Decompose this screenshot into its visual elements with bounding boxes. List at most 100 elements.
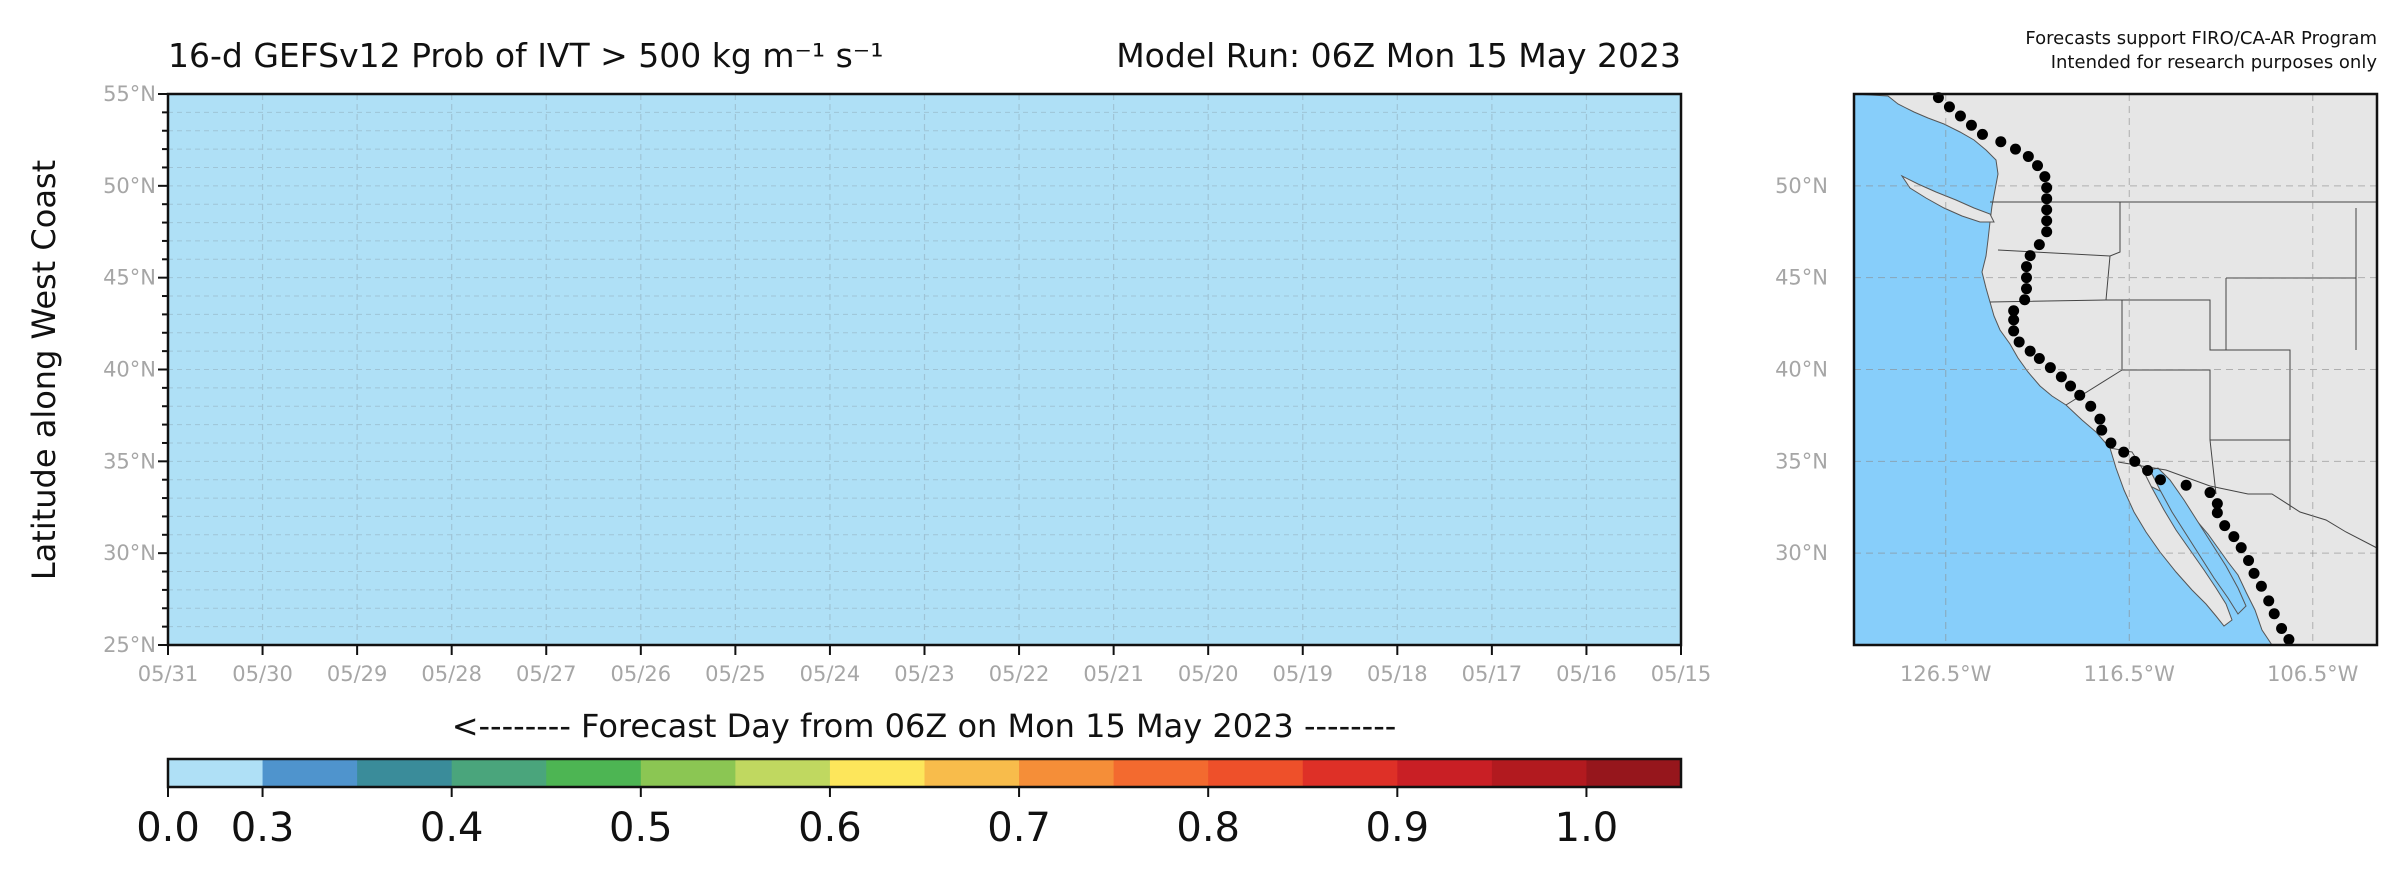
colorbar-band [1397,759,1493,787]
colorbar-band [262,759,358,787]
land-north-america [1854,94,2377,645]
x-tick-label: 05/27 [516,662,577,686]
coast-point [2041,204,2053,216]
coast-point [2094,413,2106,425]
map-y-tick-label: 35°N [1775,449,1828,473]
colorbar-tick-label: 0.9 [1366,805,1430,851]
coast-point [2039,171,2051,183]
x-axis-label: <-------- Forecast Day from 06Z on Mon 1… [452,707,1397,745]
x-tick-label: 05/25 [705,662,766,686]
colorbar-band [829,759,925,787]
y-tick-label: 25°N [103,633,156,657]
coast-point [1943,101,1955,113]
map-y-tick-label: 40°N [1775,358,1828,382]
coast-point [2248,567,2260,579]
x-tick-label: 05/31 [138,662,199,686]
coast-point [2024,250,2036,262]
colorbar-band [1208,759,1304,787]
x-tick-label: 05/22 [989,662,1050,686]
coast-point [2008,314,2020,326]
coast-point [2041,182,2053,194]
x-tick-label: 05/18 [1367,662,1428,686]
vancouver-island [1900,174,1995,223]
x-tick-label: 05/24 [800,662,861,686]
colorbar-band [451,759,547,787]
colorbar-tick-label: 0.4 [420,805,484,851]
y-tick-label: 35°N [103,449,156,473]
coast-point [1976,128,1988,140]
colorbar-tick-label: 0.8 [1176,805,1240,851]
x-tick-label: 05/17 [1462,662,1523,686]
coast-point [2065,380,2077,392]
colorbar-tick-label: 1.0 [1555,805,1619,851]
colorbar-ticks: 0.0 0.3 0.4 0.5 0.6 0.7 0.8 0.9 1.0 [136,787,1618,851]
heatmap-y-axis: 55°N 50°N 45°N 40°N 35°N 30°N 25°N [103,82,168,657]
colorbar-band [546,759,642,787]
y-tick-label: 30°N [103,541,156,565]
research-note: Intended for research purposes only [2051,52,2378,73]
y-tick-label: 50°N [103,174,156,198]
heatmap-grid [168,94,1681,645]
coast-point [2009,143,2021,155]
coast-point [2019,294,2031,306]
y-axis-label: Latitude along West Coast [25,160,63,580]
coast-point [2008,305,2020,317]
coast-point [2263,595,2275,607]
chart-title: 16-d GEFSv12 Prob of IVT > 500 kg m⁻¹ s⁻… [168,36,883,75]
colorbar-band [1586,759,1682,787]
coast-point [2276,622,2288,634]
colorbar-band [1302,759,1398,787]
coast-point [2211,498,2223,510]
map-y-tick-label: 50°N [1775,174,1828,198]
coast-point [2096,424,2108,436]
x-tick-label: 05/15 [1651,662,1712,686]
map-x-tick-label: 126.5°W [1900,662,1992,686]
coast-point [2020,272,2032,284]
map-x-axis: 126.5°W 116.5°W 106.5°W [1900,662,2359,686]
x-tick-label: 05/29 [327,662,388,686]
coast-point [2020,283,2032,295]
coast-point [2041,215,2053,227]
colorbar-band [640,759,736,787]
x-tick-label: 05/21 [1083,662,1144,686]
coast-point [2033,352,2045,364]
gulf-of-california [2149,467,2247,615]
map-y-tick-label: 45°N [1775,266,1828,290]
coast-point [2211,507,2223,519]
coast-point [2243,555,2255,567]
coast-point [2228,531,2240,543]
colorbar-tick-label: 0.7 [987,805,1051,851]
coast-point [2129,455,2141,467]
colorbar-tick-label: 0.5 [609,805,673,851]
coast-point [1954,110,1966,122]
colorbar-tick-label: 0.0 [136,805,200,851]
colorbar-tick-label: 0.6 [798,805,862,851]
x-tick-label: 05/28 [421,662,482,686]
colorbar-band [1491,759,1587,787]
coast-point [2118,446,2130,458]
y-tick-label: 45°N [103,266,156,290]
coast-point [2219,520,2231,532]
map-y-tick-label: 30°N [1775,541,1828,565]
colorbar-band [924,759,1020,787]
colorbar-band [1113,759,1209,787]
coast-points [1932,92,2295,645]
coast-point [2235,542,2247,554]
colorbar: 0.0 0.3 0.4 0.5 0.6 0.7 0.8 0.9 1.0 [136,757,1683,851]
map-x-tick-label: 116.5°W [2084,662,2176,686]
coast-point [2022,150,2034,162]
colorbar-band [735,759,831,787]
coast-point [2055,371,2067,383]
map-grid [1854,94,2377,645]
map-y-axis: 50°N 45°N 40°N 35°N 30°N [1775,174,1828,565]
baja-california [2109,447,2233,627]
colorbar-frame [166,757,1683,789]
coast-point [2085,400,2097,412]
coast-point [2024,345,2036,357]
coast-point [2283,633,2295,645]
coast-point [2041,193,2053,205]
coast-point [2074,389,2086,401]
coast-point [2180,479,2192,491]
coast-point [2268,608,2280,620]
